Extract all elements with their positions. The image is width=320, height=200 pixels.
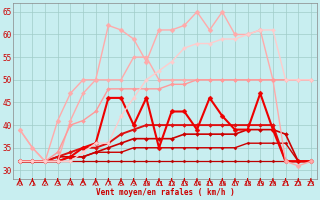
X-axis label: Vent moyen/en rafales ( km/h ): Vent moyen/en rafales ( km/h ) xyxy=(96,188,235,197)
